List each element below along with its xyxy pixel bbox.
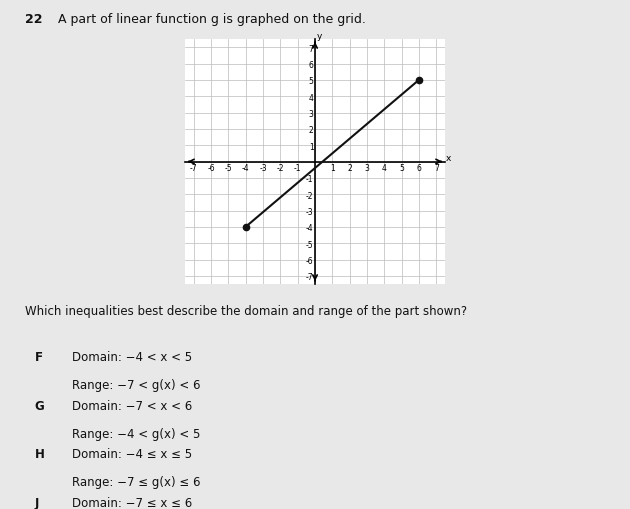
Text: Domain: −4 ≤ x ≤ 5: Domain: −4 ≤ x ≤ 5 — [72, 447, 193, 460]
Text: y: y — [317, 32, 322, 41]
Text: Domain: −7 < x < 6: Domain: −7 < x < 6 — [72, 399, 193, 412]
Text: Range: −7 < g(x) < 6: Range: −7 < g(x) < 6 — [72, 379, 201, 391]
Text: Domain: −7 ≤ x ≤ 6: Domain: −7 ≤ x ≤ 6 — [72, 496, 193, 508]
Text: Which inequalities best describe the domain and range of the part shown?: Which inequalities best describe the dom… — [25, 305, 467, 318]
Text: Range: −7 ≤ g(x) ≤ 6: Range: −7 ≤ g(x) ≤ 6 — [72, 475, 201, 488]
Text: A part of linear function g is graphed on the grid.: A part of linear function g is graphed o… — [54, 13, 365, 25]
Text: H: H — [35, 447, 45, 460]
Text: 22: 22 — [25, 13, 43, 25]
Text: F: F — [35, 351, 43, 363]
Text: Range: −4 < g(x) < 5: Range: −4 < g(x) < 5 — [72, 427, 201, 440]
Text: x: x — [446, 154, 451, 162]
Text: Domain: −4 < x < 5: Domain: −4 < x < 5 — [72, 351, 193, 363]
Text: G: G — [35, 399, 44, 412]
Text: J: J — [35, 496, 39, 508]
